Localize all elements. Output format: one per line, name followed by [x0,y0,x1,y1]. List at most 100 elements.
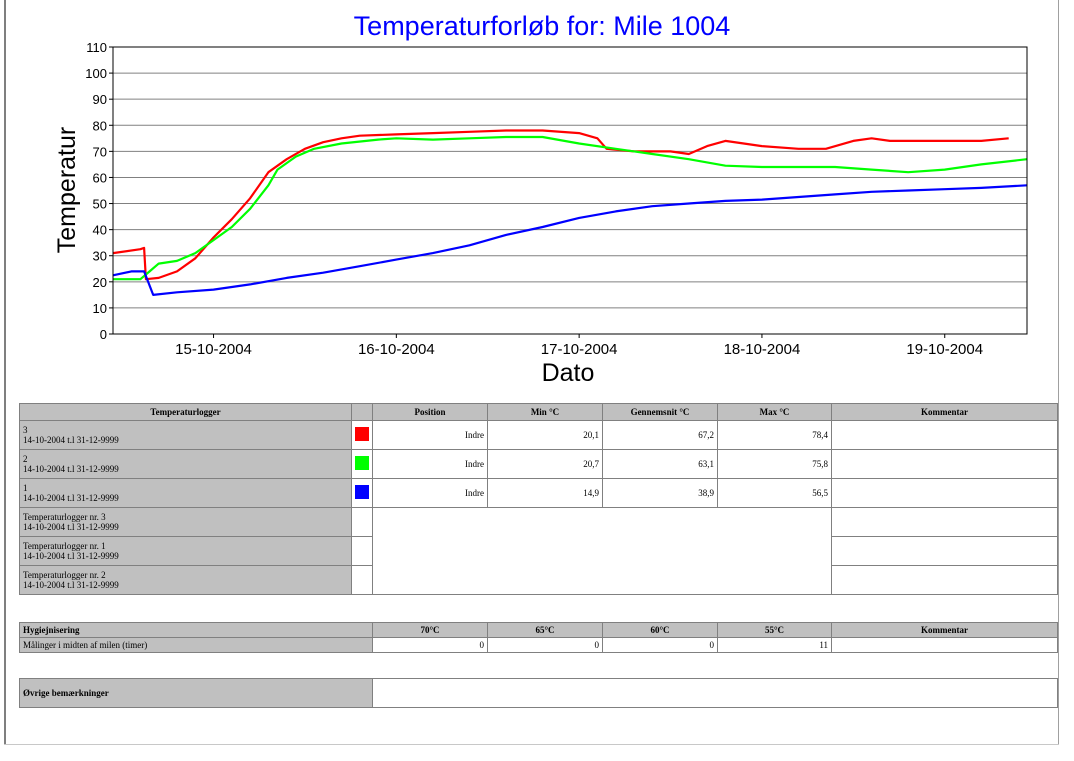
logger-row: 2 14-10-2004 t.l 31-12-9999 Indre 20,7 63… [19,449,1058,479]
extra-logger-row: Temperaturlogger nr. 3 14-10-2004 t.l 31-… [19,507,1058,595]
hygiene-table: Hygiejnisering 70°C 65°C 60°C 55°C Komme… [19,622,1058,653]
y-tick-label: 80 [93,118,107,133]
logger-name-cell: 2 14-10-2004 t.l 31-12-9999 [19,449,352,479]
hygiene-row-label: Målinger i midten af milen (timer) [19,637,373,653]
logger-comment[interactable] [831,420,1058,450]
logger-color-cell [351,478,373,508]
logger-max: 78,4 [717,420,832,450]
logger-min: 20,7 [487,449,603,479]
logger-avg: 38,9 [602,478,718,508]
color-swatch [355,427,369,441]
plot-frame [112,46,1028,335]
chart-title: Temperaturforløb for: Mile 1004 [354,11,731,41]
logger-color-cell [351,420,373,450]
x-tick-label: 16-10-2004 [358,341,435,358]
color-swatch [355,485,369,499]
y-tick-label: 100 [85,66,107,81]
hygiene-value-60: 0 [602,637,718,653]
header-comment: Kommentar [831,403,1058,421]
extra-logger-row: Temperaturlogger nr. 1 14-10-2004 t.l 31-… [19,536,1058,566]
logger-avg: 67,2 [602,420,718,450]
header-avg: Gennemsnit °C [602,403,718,421]
extra-logger-name: Temperaturlogger nr. 2 [23,570,106,580]
logger-id: 2 [23,454,28,464]
extra-logger-name: Temperaturlogger nr. 3 [23,512,106,522]
series-line-2 [113,135,1028,281]
extra-logger-dates: 14-10-2004 t.l 31-12-9999 [23,522,119,532]
hygiene-header-comment: Kommentar [831,622,1058,638]
extra-comment[interactable] [831,507,1058,537]
logger-id: 1 [23,483,28,493]
logger-min: 14,9 [487,478,603,508]
header-max: Max °C [717,403,832,421]
hygiene-header: Hygiejnisering 70°C 65°C 60°C 55°C Komme… [19,622,1058,638]
y-tick-label: 70 [93,144,107,159]
extra-color-cell [351,565,373,595]
blank-area [372,507,832,595]
logger-comment[interactable] [831,449,1058,479]
extra-comment[interactable] [831,565,1058,595]
x-tick-label: 18-10-2004 [724,341,801,358]
logger-name-cell: 3 14-10-2004 t.l 31-12-9999 [19,420,352,450]
series-line-3 [112,184,1028,296]
logger-row: 3 14-10-2004 t.l 31-12-9999 Indre 20,1 67… [19,420,1058,450]
y-tick-label: 0 [100,327,107,342]
y-tick-label: 30 [93,249,107,264]
temperature-chart: Temperaturforløb for: Mile 1004 0 10 20 30 4… [53,11,1028,387]
header-min: Min °C [487,403,603,421]
hygiene-header-70: 70°C [372,622,488,638]
logger-dates: 14-10-2004 t.l 31-12-9999 [23,493,119,503]
y-tick-label: 50 [93,197,107,212]
series-line-1 [112,129,1009,281]
hygiene-header-65: 65°C [487,622,603,638]
logger-min: 20,1 [487,420,603,450]
logger-table: Temperaturlogger Position Min °C Gennems… [19,403,1058,595]
x-tick-label: 19-10-2004 [906,341,983,358]
hygiene-header-55: 55°C [717,622,832,638]
hygiene-value-70: 0 [372,637,488,653]
extra-logger-dates: 14-10-2004 t.l 31-12-9999 [23,580,119,590]
y-tick-label: 10 [93,301,107,316]
y-axis-label: Temperatur [53,127,81,253]
header-logger: Temperaturlogger [19,403,352,421]
right-border [1058,0,1059,745]
logger-max: 75,8 [717,449,832,479]
remarks-row: Øvrige bemærkninger [19,678,1058,708]
logger-row: 1 14-10-2004 t.l 31-12-9999 Indre 14,9 38… [19,478,1058,508]
logger-dates: 14-10-2004 t.l 31-12-9999 [23,435,119,445]
logger-position: Indre [372,420,488,450]
logger-avg: 63,1 [602,449,718,479]
extra-logger-name-cell: Temperaturlogger nr. 1 14-10-2004 t.l 31-… [19,536,352,566]
logger-position: Indre [372,478,488,508]
extra-logger-dates: 14-10-2004 t.l 31-12-9999 [23,551,119,561]
x-tick-label: 15-10-2004 [175,341,252,358]
hygiene-header-60: 60°C [602,622,718,638]
hygiene-header-label: Hygiejnisering [19,622,373,638]
logger-position: Indre [372,449,488,479]
remarks-field[interactable] [372,678,1058,708]
y-tick-label: 40 [93,223,107,238]
logger-id: 3 [23,425,28,435]
logger-name-cell: 1 14-10-2004 t.l 31-12-9999 [19,478,352,508]
header-color [351,403,373,421]
extra-comment[interactable] [831,536,1058,566]
hygiene-value-65: 0 [487,637,603,653]
extra-color-cell [351,507,373,537]
hygiene-row: Målinger i midten af milen (timer) 0 0 0… [19,637,1058,653]
left-border [4,0,6,745]
y-tick-label: 110 [86,40,107,55]
extra-logger-row: Temperaturlogger nr. 2 14-10-2004 t.l 31-… [19,565,1058,595]
extra-logger-name-cell: Temperaturlogger nr. 3 14-10-2004 t.l 31-… [19,507,352,537]
x-axis-label: Dato [542,359,595,387]
remarks-label: Øvrige bemærkninger [19,678,373,708]
extra-logger-name: Temperaturlogger nr. 1 [23,541,106,551]
y-tick-label: 20 [93,275,107,290]
hygiene-comment[interactable] [831,637,1058,653]
extra-color-cell [351,536,373,566]
color-swatch [355,456,369,470]
y-tick-label: 90 [93,92,107,107]
logger-comment[interactable] [831,478,1058,508]
x-tick-label: 17-10-2004 [541,341,618,358]
logger-color-cell [351,449,373,479]
hygiene-value-55: 11 [717,637,832,653]
